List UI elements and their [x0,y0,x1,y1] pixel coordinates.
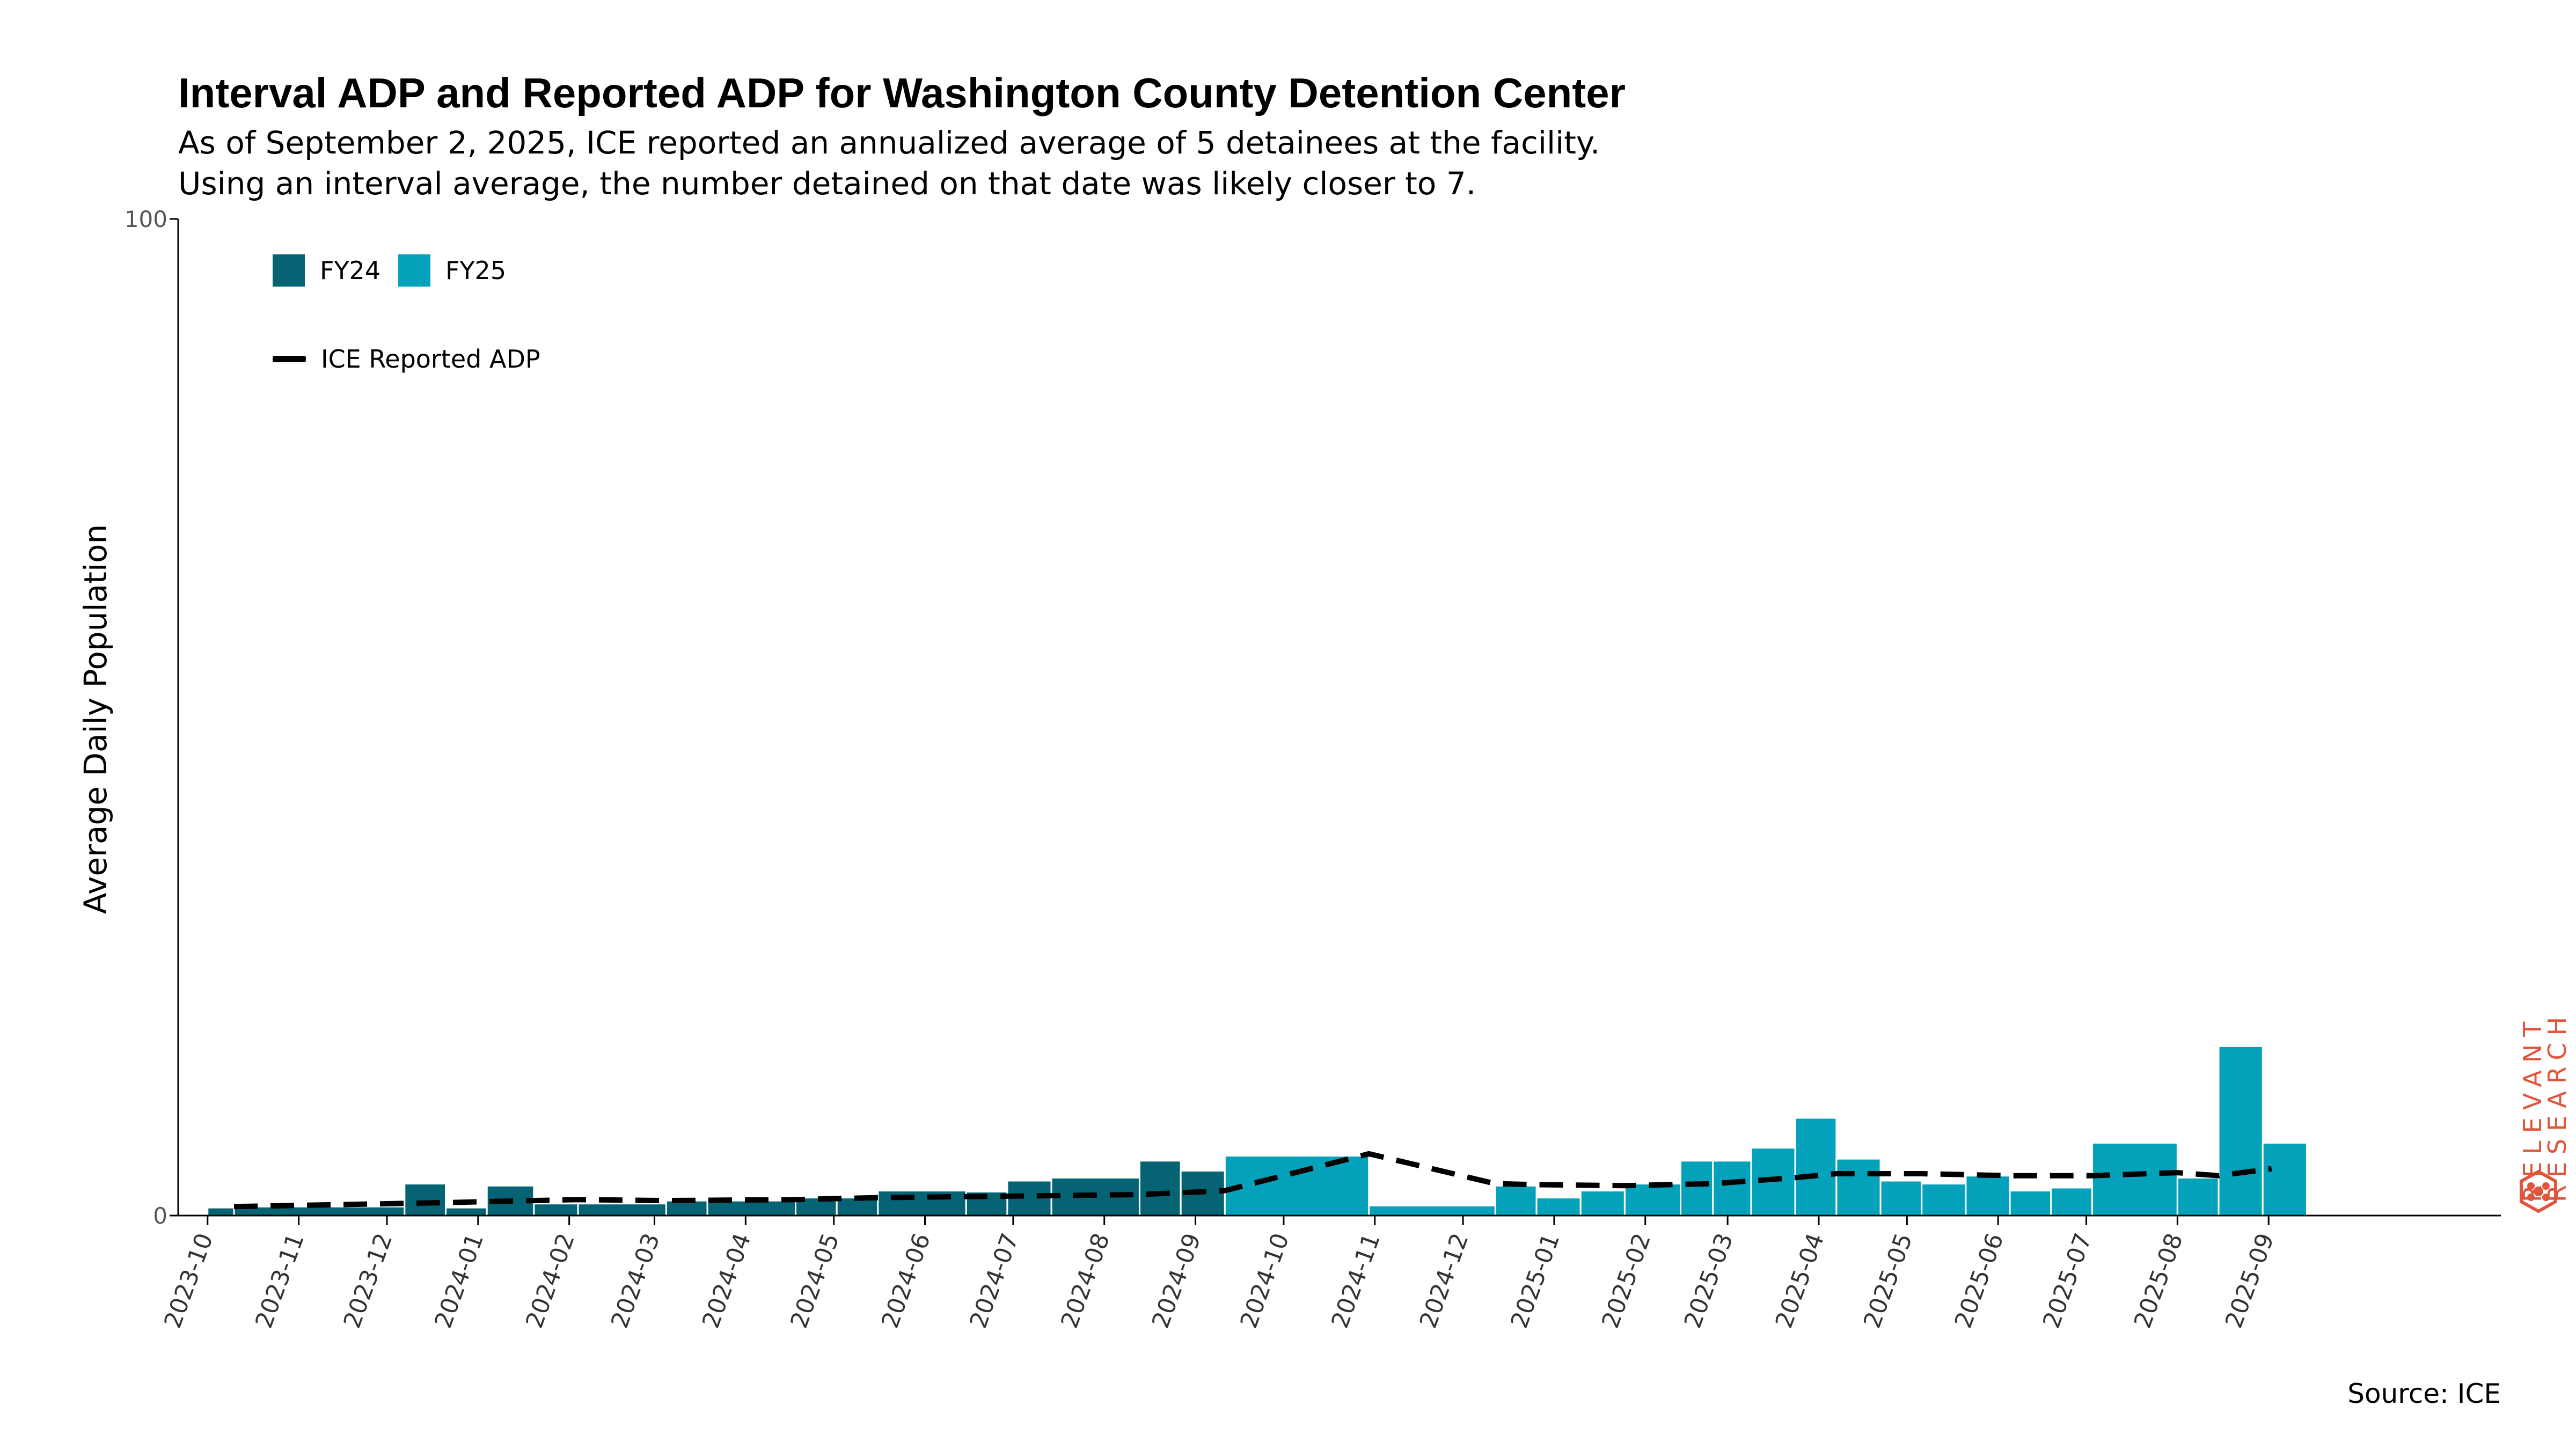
bar-fy25-23 [1680,1160,1714,1217]
legend-item-reported-adp: ICE Reported ADP [273,345,540,374]
x-tick-label-2025-09: 2025-09 [2220,1230,2280,1331]
bar-fy25-30 [1965,1175,2011,1217]
hexagon-logo-icon [2520,1170,2557,1213]
y-tick-label-100: 100 [125,206,167,232]
brand-wordmark: RELEVANT RESEARCH [2518,1009,2572,1202]
bar-fy25-34 [2176,1176,2220,1217]
x-tick-label-2025-05: 2025-05 [1858,1230,1918,1331]
bar-fy24-11 [877,1190,967,1217]
x-tick-label-2025-01: 2025-01 [1505,1230,1565,1331]
legend-label-fy25: FY25 [445,256,507,285]
x-tick-label-2024-11: 2024-11 [1326,1230,1386,1331]
bar-fy24-0 [207,1206,235,1217]
x-tick-label-2023-11: 2023-11 [250,1230,310,1331]
legend-item-fy25: FY25 [398,254,506,287]
bar-fy24-15 [1138,1160,1182,1217]
bar-fy25-22 [1623,1183,1682,1217]
bar-fy25-29 [1921,1183,1967,1217]
x-tick-label-2024-01: 2024-01 [429,1230,489,1331]
x-tick-label-2024-12: 2024-12 [1415,1230,1474,1331]
legend-item-fy24: FY24 [273,254,380,287]
bar-fy25-20 [1535,1197,1582,1217]
bar-fy25-24 [1712,1160,1752,1217]
x-tick-label-2025-08: 2025-08 [2129,1230,2189,1331]
x-tick-label-2024-10: 2024-10 [1235,1230,1294,1331]
bar-fy24-5 [533,1203,579,1217]
y-axis-label: Average Daily Population [77,524,114,914]
bar-fy24-6 [577,1203,667,1217]
x-tick-label-2025-06: 2025-06 [1950,1230,2009,1331]
x-tick-label-2024-02: 2024-02 [521,1230,580,1331]
bar-fy24-2 [404,1183,447,1217]
x-tick-label-2025-03: 2025-03 [1679,1230,1739,1331]
legend-line-sample [273,356,306,362]
chart-title: Interval ADP and Reported ADP for Washin… [178,69,1626,116]
chart-subtitle-line-2: Using an interval average, the number de… [178,165,1476,202]
bar-fy25-33 [2091,1141,2178,1217]
x-tick-label-2024-09: 2024-09 [1147,1230,1206,1331]
bar-fy25-17 [1224,1155,1370,1217]
bar-fy24-1 [233,1205,406,1217]
bar-fy25-19 [1494,1184,1538,1217]
source-note: Source: ICE [2347,1378,2501,1409]
bar-fy25-32 [2050,1187,2093,1217]
x-tick-label-2025-04: 2025-04 [1770,1230,1830,1331]
x-tick-label-2024-07: 2024-07 [964,1230,1024,1331]
x-tick-label-2023-12: 2023-12 [339,1230,398,1331]
bar-fy25-18 [1368,1204,1496,1217]
bar-fy25-21 [1579,1190,1626,1217]
bar-fy25-27 [1835,1158,1882,1217]
x-tick-label-2023-10: 2023-10 [159,1230,218,1331]
x-tick-label-2024-08: 2024-08 [1056,1230,1115,1331]
legend-label-reported-adp: ICE Reported ADP [321,345,540,374]
x-tick-label-2024-05: 2024-05 [785,1230,845,1331]
x-tick-label-2025-07: 2025-07 [2038,1230,2097,1331]
x-tick-label-2024-04: 2024-04 [697,1230,757,1331]
x-tick-label-2024-03: 2024-03 [606,1230,665,1331]
legend-swatch-fy25 [398,254,430,287]
x-tick-label-2025-02: 2025-02 [1597,1230,1656,1331]
bar-fy25-31 [2009,1190,2052,1217]
brand-line-1: RELEVANT [2518,1014,2547,1202]
legend-label-fy24: FY24 [320,256,381,285]
bar-fy24-3 [445,1206,488,1217]
y-tick-label-0: 0 [153,1203,167,1229]
chart-subtitle-line-1: As of September 2, 2025, ICE reported an… [178,125,1600,161]
brand-line-2: RESEARCH [2543,1009,2572,1202]
x-tick-label-2024-06: 2024-06 [876,1230,936,1331]
bar-fy25-26 [1794,1117,1838,1217]
legend-swatch-fy24 [273,254,305,287]
reported-adp-line [234,1151,2272,1210]
bar-fy25-35 [2218,1045,2264,1217]
bar-fy25-36 [2262,1141,2308,1217]
bar-fy25-28 [1879,1180,1923,1217]
